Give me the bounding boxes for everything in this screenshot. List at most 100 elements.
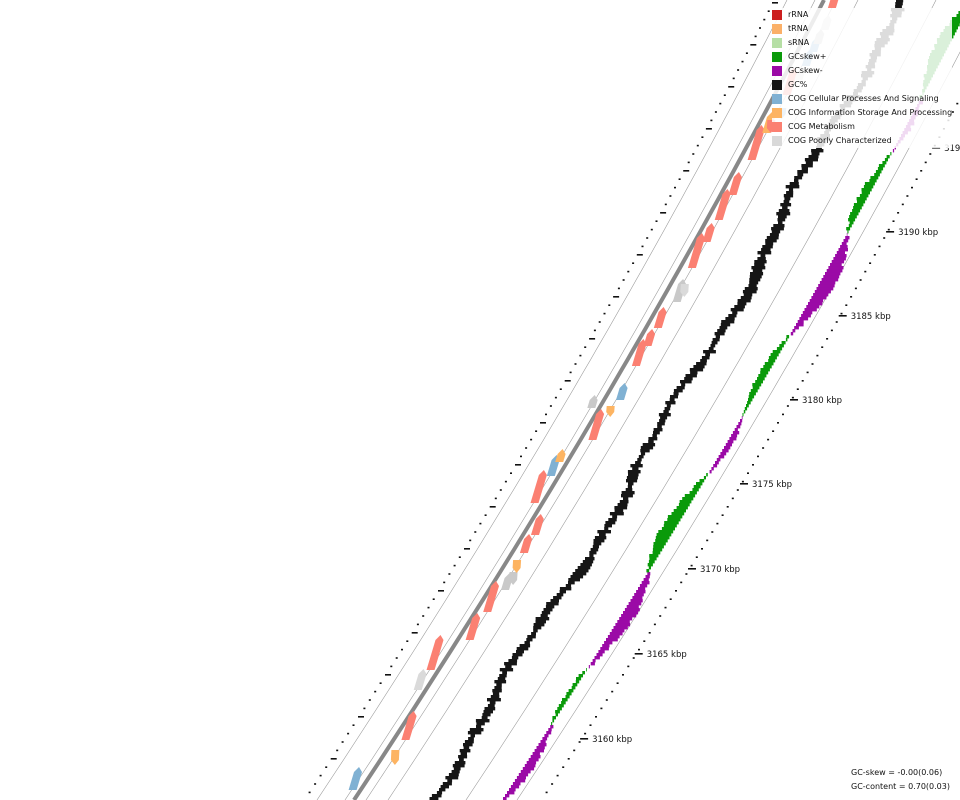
ring-tick — [711, 531, 714, 533]
gc-skew-negative-bar — [734, 428, 738, 432]
gc-bar — [621, 494, 633, 498]
minor-tick — [406, 640, 409, 642]
gc-skew-positive-bar — [748, 395, 755, 399]
gc-bar — [794, 179, 799, 183]
gc-skew-positive-bar — [562, 698, 568, 702]
ring-tick — [767, 438, 770, 441]
gc-bar — [632, 467, 639, 471]
gc-bar — [568, 578, 580, 582]
gc-skew-positive-bar — [857, 200, 866, 204]
gc-skew-positive-bar — [863, 185, 874, 189]
ring-tick — [786, 405, 789, 407]
minor-tick — [479, 522, 482, 525]
gc-bar — [715, 335, 720, 339]
gc-bar — [750, 272, 764, 276]
minor-tick — [395, 657, 398, 659]
gene-arrow — [401, 711, 417, 740]
ring-tick — [791, 396, 794, 399]
gc-bar — [535, 620, 546, 624]
gc-skew-negative-bar — [530, 755, 541, 759]
gc-bar — [458, 755, 468, 759]
minor-tick — [683, 170, 690, 172]
gc-skew-positive-bar — [656, 533, 672, 537]
gc-skew-negative-bar — [740, 419, 743, 423]
gc-bar — [794, 176, 803, 180]
ring-tick — [859, 279, 862, 281]
legend-swatch — [772, 108, 782, 118]
gene-arrow — [827, 0, 839, 8]
legend-label: GCskew- — [788, 66, 823, 75]
gc-bar — [751, 266, 766, 270]
gc-bar — [660, 416, 668, 420]
minor-tick — [741, 60, 744, 63]
gc-skew-positive-bar — [764, 362, 774, 366]
gc-skew-positive-bar — [693, 485, 701, 489]
minor-tick — [714, 111, 717, 113]
ring-tick — [659, 615, 662, 617]
gc-bar — [740, 296, 752, 300]
minor-tick — [564, 380, 571, 382]
gc-skew-positive-bar — [849, 215, 857, 219]
gc-bar — [805, 161, 813, 165]
major-tick — [740, 483, 748, 485]
kbp-label: 3190 kbp — [898, 228, 938, 238]
legend-item: COG Information Storage And Processing — [772, 106, 952, 120]
gc-bar — [476, 722, 485, 726]
gc-skew-negative-bar — [505, 794, 510, 798]
gc-skew-positive-bar — [552, 719, 555, 723]
gc-bar — [771, 227, 784, 231]
gc-bar — [652, 434, 657, 438]
minor-tick — [515, 464, 521, 466]
gc-bar — [673, 392, 679, 396]
gc-skew-negative-bar — [722, 449, 729, 453]
gc-bar — [439, 788, 446, 792]
minor-tick — [692, 153, 695, 155]
gc-skew-positive-bar — [785, 338, 788, 342]
legend-item: COG Cellular Processes And Signaling — [772, 92, 952, 106]
minor-tick — [603, 312, 606, 315]
gc-skew-negative-bar — [716, 458, 721, 462]
minor-tick — [750, 44, 757, 46]
gc-skew-positive-bar — [776, 347, 783, 351]
guide-line — [365, 0, 837, 800]
minor-tick — [696, 144, 699, 147]
gc-skew-negative-bar — [794, 326, 799, 330]
minor-tick — [416, 623, 419, 626]
gc-skew-negative-bar — [528, 758, 539, 762]
gc-bar — [440, 785, 449, 789]
ring-tick — [951, 111, 954, 113]
ring-tick — [826, 338, 829, 340]
gc-bar — [748, 284, 757, 288]
gc-bar — [778, 215, 787, 219]
gc-bar — [811, 149, 824, 153]
ring-tick — [752, 464, 754, 466]
gc-bar — [540, 614, 548, 618]
gc-bar — [657, 425, 662, 429]
gene-arrow — [413, 669, 427, 690]
gc-skew-positive-bar — [877, 167, 884, 171]
ring-tick — [567, 758, 570, 760]
ring-tick — [887, 228, 890, 231]
ring-tick — [854, 287, 857, 290]
gc-skew-positive-bar — [746, 404, 749, 408]
ring-tick — [675, 590, 677, 592]
minor-tick — [763, 18, 766, 21]
gc-bar — [533, 629, 538, 633]
gc-bar — [604, 527, 609, 531]
gc-skew-negative-bar — [831, 260, 845, 264]
minor-tick — [458, 556, 461, 558]
gc-skew-negative-bar — [736, 425, 741, 429]
gc-skew-negative-bar — [724, 446, 731, 450]
minor-tick — [352, 724, 355, 726]
gc-bar — [680, 380, 692, 384]
gc-bar — [744, 287, 758, 291]
gc-bar — [487, 698, 501, 702]
gc-skew-positive-bar — [679, 500, 692, 504]
ring-tick — [556, 774, 559, 777]
gc-bar — [777, 218, 786, 222]
gc-bar — [429, 797, 439, 800]
gc-bar — [725, 317, 735, 321]
gc-skew-negative-bar — [833, 257, 846, 261]
gc-skew-negative-bar — [634, 593, 644, 597]
gc-bar — [658, 413, 671, 417]
